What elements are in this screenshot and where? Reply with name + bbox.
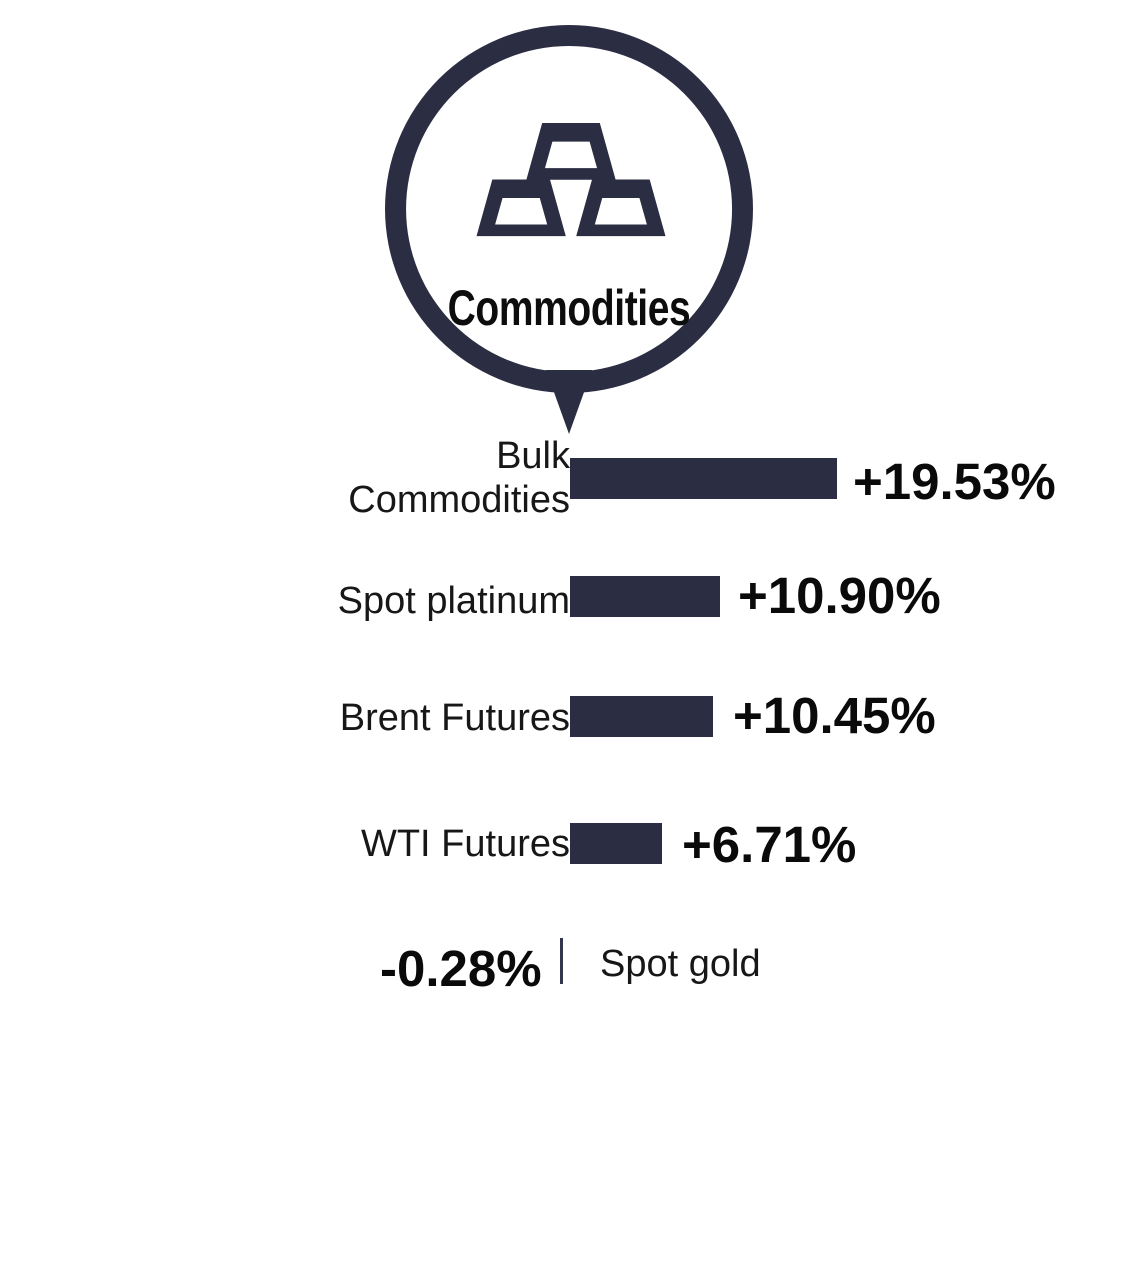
svg-text:Commodities: Commodities bbox=[448, 279, 691, 336]
